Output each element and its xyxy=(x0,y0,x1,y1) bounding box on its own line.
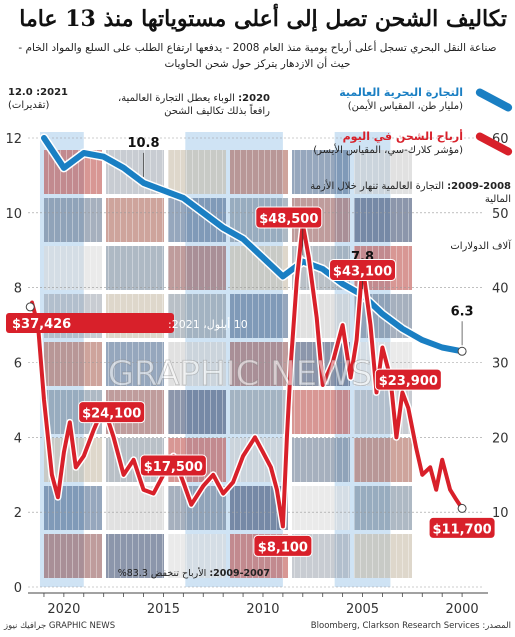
container-ribs xyxy=(168,342,226,386)
estimate-year: 2021: 12.0 xyxy=(8,87,69,98)
trade-value-label: 10.8 xyxy=(127,136,159,151)
container-ribs xyxy=(168,390,226,434)
container-ribs xyxy=(292,438,350,482)
earnings-value-pill xyxy=(78,401,146,424)
grid-layer: 0246810121020304050602000200520102015202… xyxy=(5,132,508,617)
container-ribs xyxy=(44,486,102,530)
container-ribs xyxy=(354,438,412,482)
earnings-series-line xyxy=(28,222,465,529)
container-ribs xyxy=(354,198,412,242)
right-tick-label: 50 xyxy=(492,207,509,222)
current-earnings-callout: $37,426 10 أيلول، 2021: xyxy=(6,313,248,333)
left-tick-label: 6 xyxy=(14,357,22,372)
earnings-value-label: $23,900 xyxy=(379,374,438,389)
container-ribs xyxy=(292,486,350,530)
current-callout-bg xyxy=(6,313,174,333)
earnings-drop-note: 2009-2007: الأرباح تنخفض 83.3% xyxy=(100,567,270,580)
trade-value-label: 6.3 xyxy=(451,304,474,319)
earnings-legend-title: أرباح الشحن في اليوم xyxy=(342,130,463,143)
container-ribs xyxy=(168,246,226,290)
watermark: GRAPHIC NEWS xyxy=(108,354,373,394)
x-tick-label: 2020 xyxy=(47,602,80,617)
container-ribs xyxy=(230,342,288,386)
right-tick-label: 20 xyxy=(492,431,509,446)
footer-credit: جرافيك نيوز GRAPHIC NEWS xyxy=(4,621,116,631)
label-layer: 6.37.88.710.8$11,700$23,900$43,100$48,50… xyxy=(6,136,496,557)
trade-legend-title: التجارة البحرية العالمية xyxy=(339,86,463,99)
x-tick-label: 2015 xyxy=(147,602,180,617)
current-callout-date: 10 أيلول، 2021: xyxy=(168,317,248,331)
container-ribs xyxy=(354,150,412,194)
left-tick-label: 12 xyxy=(5,132,22,147)
chart-area: 0246810121020304050602000200520102015202… xyxy=(5,132,509,617)
left-tick-label: 2 xyxy=(14,506,22,521)
earnings-value-pill xyxy=(329,258,397,281)
container-ribs xyxy=(106,342,164,386)
container-ribs xyxy=(106,198,164,242)
earnings-current-point xyxy=(25,302,35,312)
container-ribs xyxy=(168,150,226,194)
container-ribs xyxy=(292,390,350,434)
container-ribs xyxy=(354,534,412,578)
container-ribs xyxy=(44,342,102,386)
container-ribs xyxy=(44,534,102,578)
current-callout-value: $37,426 xyxy=(12,317,71,332)
estimate-note: 2021: 12.0 (تقديرات) xyxy=(8,86,80,112)
page-title: تكاليف الشحن تصل إلى أعلى مستوياتها منذ … xyxy=(19,6,507,32)
earnings-value-label: $24,100 xyxy=(82,407,141,422)
earnings-value-pill xyxy=(255,206,323,229)
covid-note: 2020: الوباء يعطل التجارة العالمية، رافع… xyxy=(100,92,270,118)
left-tick-label: 8 xyxy=(14,282,22,297)
x-tick-label: 2005 xyxy=(346,602,379,617)
earnings-value-pill xyxy=(139,454,207,477)
left-tick-label: 4 xyxy=(14,431,22,446)
page-subtitle: صناعة النقل البحري تسجل أعلى أرباح يومية… xyxy=(18,42,497,70)
estimate-sub: (تقديرات) xyxy=(8,100,50,111)
covid-text: الوباء يعطل التجارة العالمية، رافعاً بذل… xyxy=(117,93,270,117)
container-ribs xyxy=(292,150,350,194)
trade-series-line xyxy=(41,135,466,355)
series-layer xyxy=(25,133,467,530)
right-axis-unit: آلاف الدولارات xyxy=(450,241,511,252)
trade-legend: التجارة البحرية العالمية (مليار طن، المق… xyxy=(273,86,463,113)
x-tick-label: 2000 xyxy=(446,602,479,617)
right-tick-label: 10 xyxy=(492,506,509,521)
container-ribs xyxy=(354,486,412,530)
container-ribs xyxy=(44,198,102,242)
container-ribs xyxy=(168,294,226,338)
right-tick-label: 30 xyxy=(492,357,509,372)
earnings-legend: أرباح الشحن في اليوم (مؤشر كلارك-سي، الم… xyxy=(273,130,463,157)
container-ribs xyxy=(230,390,288,434)
trade-legend-sub: (مليار طن، المقياس الأيمن) xyxy=(347,101,463,112)
earnings-value-label: $48,500 xyxy=(259,212,318,227)
crisis-label: 2009-2008: xyxy=(447,181,511,192)
right-tick-label: 40 xyxy=(492,282,509,297)
container-ribs xyxy=(168,534,226,578)
earnings-value-pill xyxy=(374,368,442,391)
earnings-drop-label: 2009-2007: xyxy=(209,568,270,579)
left-tick-label: 0 xyxy=(14,581,22,596)
container-ribs xyxy=(106,534,164,578)
earnings-value-pill xyxy=(428,516,496,539)
crisis-note: 2009-2008: التجارة العالمية تنهار خلال ا… xyxy=(296,180,511,206)
earnings-value-pill xyxy=(253,534,313,557)
earnings-drop-text: الأرباح تنخفض 83.3% xyxy=(117,568,207,579)
footer-source: المصدر: Bloomberg, Clarkson Research Ser… xyxy=(310,621,511,631)
container-ribs xyxy=(106,246,164,290)
earnings-value-label: $11,700 xyxy=(432,522,491,537)
container-ribs xyxy=(44,246,102,290)
crisis-text: التجارة العالمية تنهار خلال الأزمة المال… xyxy=(310,181,511,205)
earnings-end-point xyxy=(457,503,467,513)
trade-end-point xyxy=(457,346,467,356)
covid-label: 2020: xyxy=(238,93,270,104)
earnings-value-label: $43,100 xyxy=(333,264,392,279)
earnings-value-label: $17,500 xyxy=(144,460,203,475)
container-ribs xyxy=(230,150,288,194)
container-ribs xyxy=(230,294,288,338)
x-tick-label: 2010 xyxy=(246,602,279,617)
earnings-value-label: $8,100 xyxy=(258,540,308,555)
earnings-legend-sub: (مؤشر كلارك-سي، المقياس الأيسر) xyxy=(313,145,463,156)
left-tick-label: 10 xyxy=(5,207,22,222)
